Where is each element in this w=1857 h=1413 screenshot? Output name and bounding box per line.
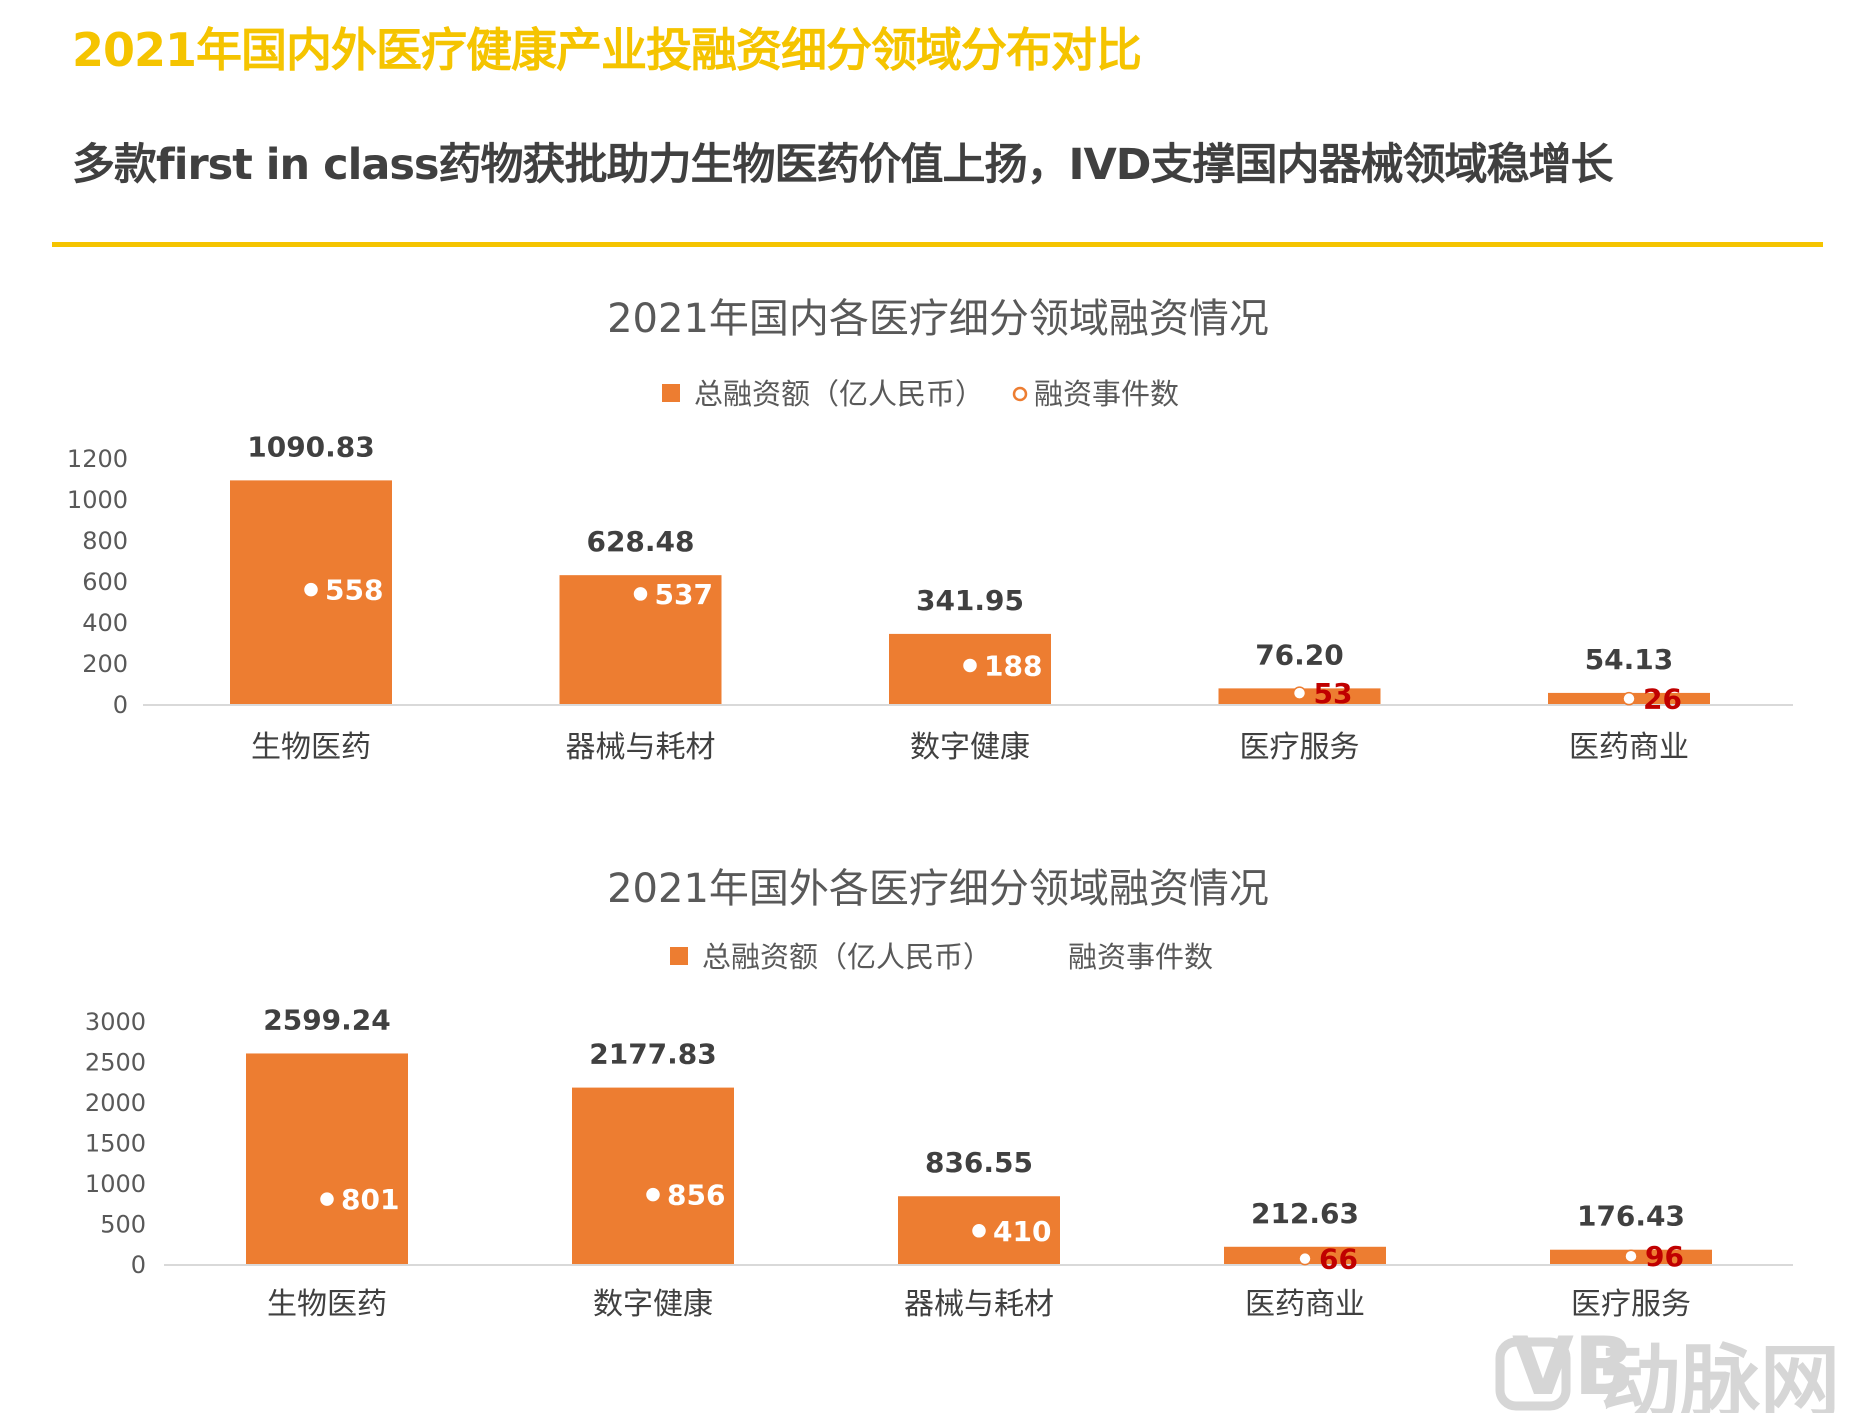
event-count-label: 410 [993, 1215, 1051, 1248]
bar-value-label: 212.63 [1251, 1197, 1359, 1230]
event-count-point [1622, 691, 1636, 706]
event-count-label: 856 [667, 1179, 725, 1212]
bar-value-label: 54.13 [1585, 643, 1674, 676]
category-label: 医疗服务 [1240, 730, 1360, 765]
category-label: 器械与耗材 [566, 730, 716, 765]
event-count-point [304, 582, 318, 597]
event-count-label: 96 [1645, 1240, 1684, 1273]
event-count-point [633, 587, 648, 601]
y-tick-label: 1000 [85, 1170, 146, 1198]
bar-value-label: 2177.83 [589, 1038, 717, 1071]
legend-label-amount: 总融资额（亿人民币） [702, 940, 992, 974]
y-tick-label: 200 [82, 650, 128, 678]
bar-value-label: 836.55 [925, 1146, 1033, 1179]
watermark-logo-letters: VB [1512, 1320, 1635, 1413]
y-tick-label: 0 [131, 1251, 146, 1279]
y-tick-label: 400 [82, 609, 128, 637]
page-subtitle: 多款first in class药物获批助力生物医药价值上扬，IVD支撑国内器械… [72, 140, 1613, 190]
category-label: 生物医药 [251, 730, 371, 765]
category-label: 生物医药 [267, 1287, 387, 1322]
event-count-point [972, 1224, 986, 1238]
event-count-point [646, 1187, 660, 1202]
legend-bar-swatch [670, 947, 688, 965]
watermark-text: 动脉网 [1600, 1336, 1840, 1413]
event-count-point [1292, 686, 1307, 700]
y-tick-label: 1000 [67, 486, 128, 514]
category-label: 医疗服务 [1571, 1287, 1691, 1322]
event-count-label: 537 [655, 578, 713, 611]
chart-title: 2021年国内各医疗细分领域融资情况 [607, 296, 1269, 342]
bar-生物医药 [246, 1053, 408, 1264]
legend-circle-marker-icon [1012, 386, 1028, 402]
event-count-point [1624, 1249, 1638, 1263]
y-tick-label: 1200 [67, 445, 128, 473]
bar-value-label: 76.20 [1255, 638, 1344, 671]
event-count-label: 26 [1643, 683, 1682, 716]
event-count-label: 801 [341, 1183, 399, 1216]
category-label: 医药商业 [1245, 1287, 1365, 1322]
category-label: 器械与耗材 [904, 1287, 1054, 1322]
watermark-logo-icon [1495, 1337, 1571, 1411]
category-label: 医药商业 [1569, 730, 1689, 765]
event-count-label: 188 [984, 649, 1042, 682]
y-tick-label: 2000 [85, 1089, 146, 1117]
event-count-point [963, 658, 977, 673]
event-count-label: 558 [325, 574, 383, 607]
y-tick-label: 0 [113, 691, 128, 719]
event-count-point [320, 1192, 334, 1206]
legend-bar-swatch [662, 384, 680, 402]
event-count-point [1298, 1251, 1312, 1266]
bar-value-label: 1090.83 [247, 430, 375, 463]
y-tick-label: 3000 [85, 1008, 146, 1036]
legend-label-amount: 总融资额（亿人民币） [694, 377, 984, 411]
page-title: 2021年国内外医疗健康产业投融资细分领域分布对比 [72, 23, 1142, 77]
bar-value-label: 341.95 [916, 584, 1024, 617]
bar-数字健康 [572, 1087, 734, 1264]
category-label: 数字健康 [910, 730, 1030, 765]
bar-value-label: 2599.24 [263, 1003, 391, 1036]
y-tick-label: 600 [82, 568, 128, 596]
y-tick-label: 1500 [85, 1130, 146, 1158]
event-count-label: 66 [1319, 1243, 1358, 1276]
category-label: 数字健康 [593, 1287, 713, 1322]
title-divider [52, 242, 1823, 247]
chart-title: 2021年国外各医疗细分领域融资情况 [607, 866, 1269, 912]
y-tick-label: 800 [82, 527, 128, 555]
bar-value-label: 176.43 [1577, 1200, 1685, 1233]
y-tick-label: 2500 [85, 1049, 146, 1077]
bar-value-label: 628.48 [586, 525, 694, 558]
y-tick-label: 500 [100, 1211, 146, 1239]
event-count-label: 53 [1314, 677, 1353, 710]
legend-label-count: 融资事件数 [1068, 940, 1213, 974]
legend-label-count: 融资事件数 [1034, 377, 1179, 411]
